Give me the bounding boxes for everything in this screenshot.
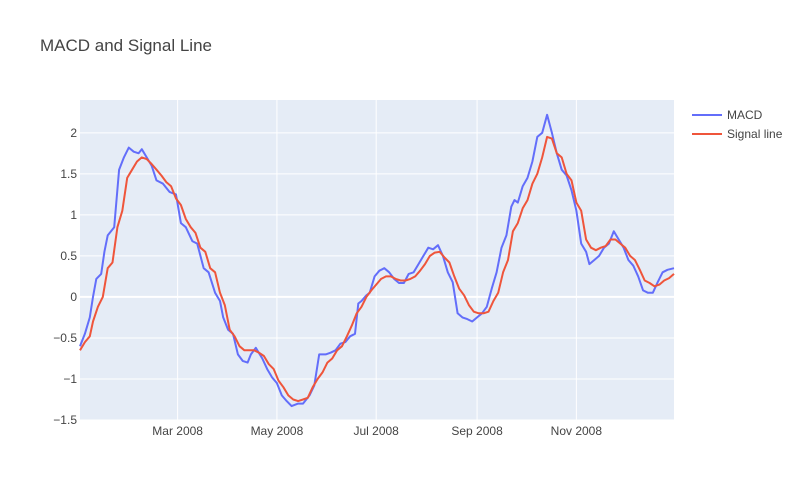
y-tick-label: 1.5 (60, 167, 77, 181)
chart-title: MACD and Signal Line (40, 36, 212, 55)
x-tick-label: Mar 2008 (152, 424, 203, 438)
legend-item-macd[interactable]: MACD (692, 108, 763, 122)
y-tick-label: 0 (70, 290, 77, 304)
legend-label: MACD (727, 108, 763, 122)
y-tick-label: 2 (70, 126, 77, 140)
y-tick-label: −1 (63, 372, 77, 386)
y-tick-label: −1.5 (53, 413, 77, 427)
y-tick-label: 1 (70, 208, 77, 222)
x-tick-label: May 2008 (251, 424, 304, 438)
x-gridlines (177, 100, 577, 420)
plot-area (80, 100, 674, 420)
y-tick-label: −0.5 (53, 331, 77, 345)
x-tick-label: Sep 2008 (451, 424, 503, 438)
x-axis-ticks: Mar 2008 May 2008 Jul 2008 Sep 2008 Nov 2008 (152, 424, 602, 438)
x-tick-label: Nov 2008 (551, 424, 603, 438)
series-line-macd (79, 113, 675, 408)
legend[interactable]: MACD Signal line (692, 108, 783, 141)
series-line-signal (79, 135, 675, 403)
legend-item-signal[interactable]: Signal line (692, 127, 783, 141)
y-tick-label: 0.5 (60, 249, 77, 263)
y-gridlines (80, 132, 674, 421)
legend-label: Signal line (727, 127, 783, 141)
y-axis-ticks: 2 1.5 1 0.5 0 −0.5 −1 −1.5 (53, 126, 77, 427)
series-lines (79, 113, 675, 408)
x-tick-label: Jul 2008 (353, 424, 399, 438)
